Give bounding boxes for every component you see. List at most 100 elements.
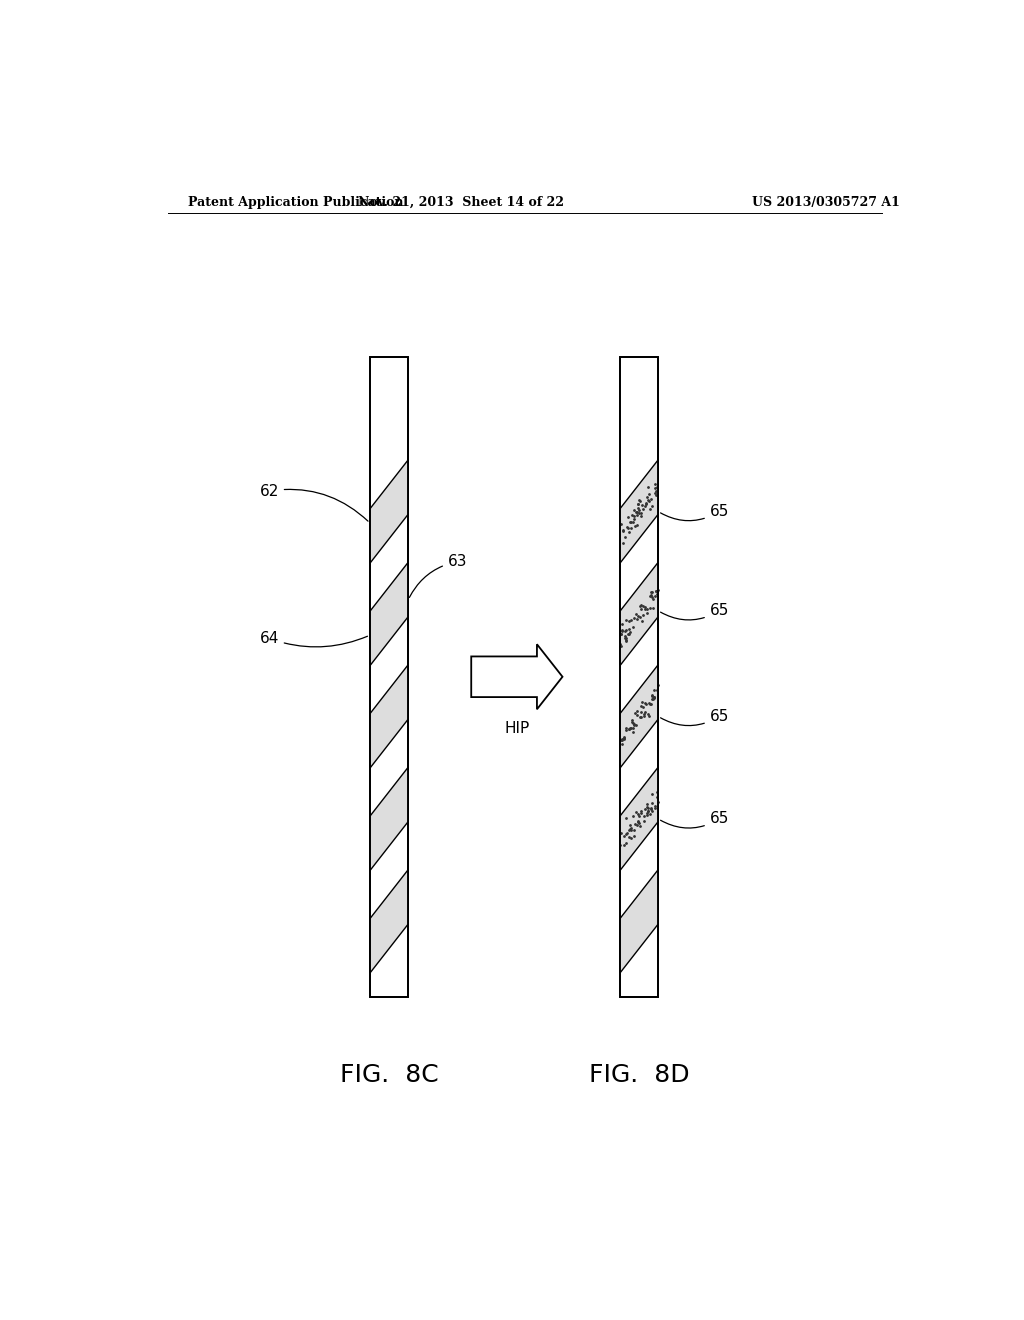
Point <box>633 598 649 619</box>
Text: 63: 63 <box>410 554 467 598</box>
Point <box>633 506 649 527</box>
Point <box>620 506 636 527</box>
Text: 62: 62 <box>259 483 368 521</box>
Point <box>637 495 653 516</box>
Text: 65: 65 <box>660 709 729 726</box>
Point <box>649 680 666 701</box>
Point <box>641 484 657 506</box>
Point <box>643 581 659 602</box>
Point <box>631 805 647 826</box>
Point <box>640 801 656 822</box>
Point <box>629 705 645 726</box>
Point <box>622 718 638 739</box>
Point <box>621 623 637 644</box>
Point <box>640 801 656 822</box>
Point <box>638 797 654 818</box>
Point <box>628 801 644 822</box>
Point <box>624 504 640 525</box>
Point <box>617 628 634 649</box>
Point <box>633 696 649 717</box>
Point <box>632 595 648 616</box>
Polygon shape <box>620 870 658 973</box>
Point <box>613 635 630 656</box>
Point <box>637 597 653 618</box>
Point <box>637 492 653 513</box>
Bar <box>620 356 658 997</box>
Point <box>630 701 646 722</box>
Point <box>649 579 666 601</box>
Point <box>635 595 651 616</box>
Point <box>643 799 659 820</box>
Point <box>630 494 646 515</box>
Point <box>640 797 656 818</box>
Point <box>643 689 659 710</box>
Point <box>634 495 650 516</box>
Text: 65: 65 <box>660 504 729 520</box>
Point <box>639 804 655 825</box>
Bar <box>620 356 658 997</box>
Point <box>633 594 649 615</box>
Point <box>636 704 652 725</box>
Point <box>638 492 654 513</box>
Point <box>633 502 649 523</box>
Point <box>622 718 638 739</box>
Point <box>644 685 660 706</box>
Text: FIG.  8C: FIG. 8C <box>340 1063 438 1086</box>
Point <box>625 805 641 826</box>
Point <box>618 610 635 631</box>
Point <box>646 686 663 708</box>
Point <box>629 515 645 536</box>
Point <box>643 797 659 818</box>
Text: HIP: HIP <box>504 722 529 737</box>
Point <box>626 506 642 527</box>
Point <box>642 498 658 519</box>
Point <box>625 616 641 638</box>
Point <box>618 619 635 640</box>
Point <box>613 619 630 640</box>
Point <box>623 517 639 539</box>
Point <box>617 808 634 829</box>
Point <box>632 606 648 627</box>
Point <box>642 693 658 714</box>
Point <box>642 586 658 607</box>
Point <box>638 694 654 715</box>
Polygon shape <box>620 665 658 768</box>
Point <box>623 718 639 739</box>
Point <box>623 622 639 643</box>
Point <box>632 816 648 837</box>
Point <box>634 605 650 626</box>
Point <box>629 504 645 525</box>
Point <box>645 689 662 710</box>
Polygon shape <box>370 870 409 973</box>
Polygon shape <box>370 459 409 564</box>
Point <box>626 714 642 735</box>
Point <box>636 706 652 727</box>
Point <box>618 631 635 652</box>
Text: 65: 65 <box>660 603 729 620</box>
Point <box>639 803 655 824</box>
Point <box>640 490 656 511</box>
FancyArrow shape <box>471 644 562 709</box>
Point <box>635 697 651 718</box>
Point <box>636 693 652 714</box>
Point <box>639 486 655 507</box>
Point <box>644 685 660 706</box>
Point <box>616 834 633 855</box>
Point <box>647 480 664 502</box>
Polygon shape <box>620 459 658 564</box>
Point <box>630 810 646 832</box>
Text: Nov. 21, 2013  Sheet 14 of 22: Nov. 21, 2013 Sheet 14 of 22 <box>358 195 564 209</box>
Text: FIG.  8D: FIG. 8D <box>589 1063 689 1086</box>
Point <box>621 820 637 841</box>
Point <box>646 797 663 818</box>
Point <box>613 729 630 750</box>
Point <box>614 734 631 755</box>
Point <box>621 521 637 543</box>
Point <box>649 477 666 498</box>
Point <box>626 713 642 734</box>
Point <box>617 718 634 739</box>
Point <box>642 803 658 824</box>
Point <box>612 834 629 855</box>
Point <box>626 499 642 520</box>
Point <box>614 520 631 541</box>
